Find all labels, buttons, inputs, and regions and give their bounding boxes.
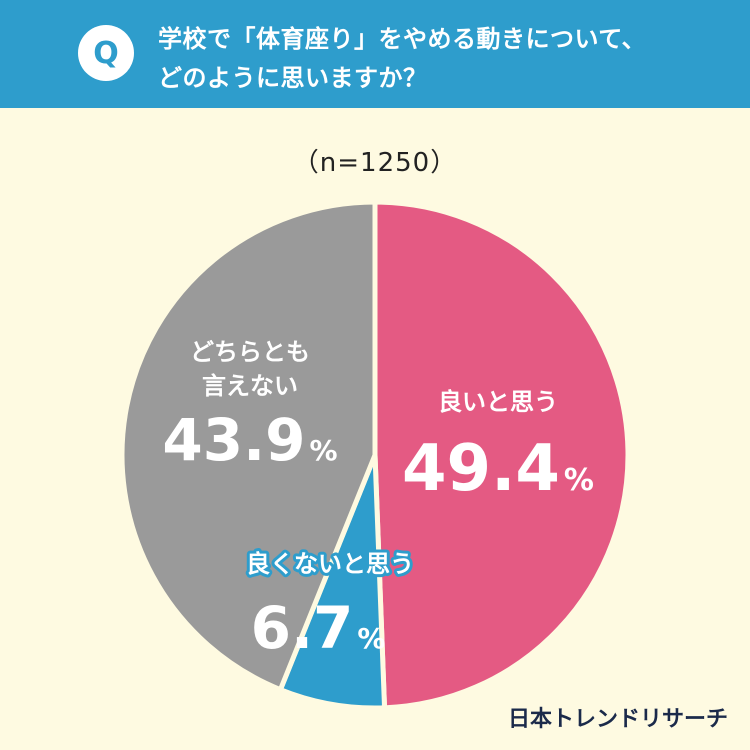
sample-size: （n=1250） (292, 148, 458, 178)
slice-value-1: 49.4% (402, 432, 594, 506)
question-badge: Q (78, 25, 134, 81)
slice-value-3: 43.9% (162, 406, 337, 474)
pie-slice-3 (119, 199, 378, 693)
slice-value-2: 6.7% (251, 594, 386, 662)
slice-label-3-line1: どちらとも (190, 338, 310, 366)
question-text-line2: どのように思いますか？ (158, 64, 428, 92)
question-header: Q 学校で「体育座り」をやめる動きについて、 どのように思いますか？ (0, 0, 750, 108)
question-text-line1: 学校で「体育座り」をやめる動きについて、 (158, 25, 647, 53)
slice-label-1: 良いと思う (438, 388, 558, 416)
slice-label-3-line2: 言えない (202, 372, 298, 400)
pie-slice-1 (372, 199, 631, 711)
slice-label-2: 良くないと思う (246, 550, 414, 578)
brand-logo-text: 日本トレンドリサーチ (507, 707, 728, 732)
